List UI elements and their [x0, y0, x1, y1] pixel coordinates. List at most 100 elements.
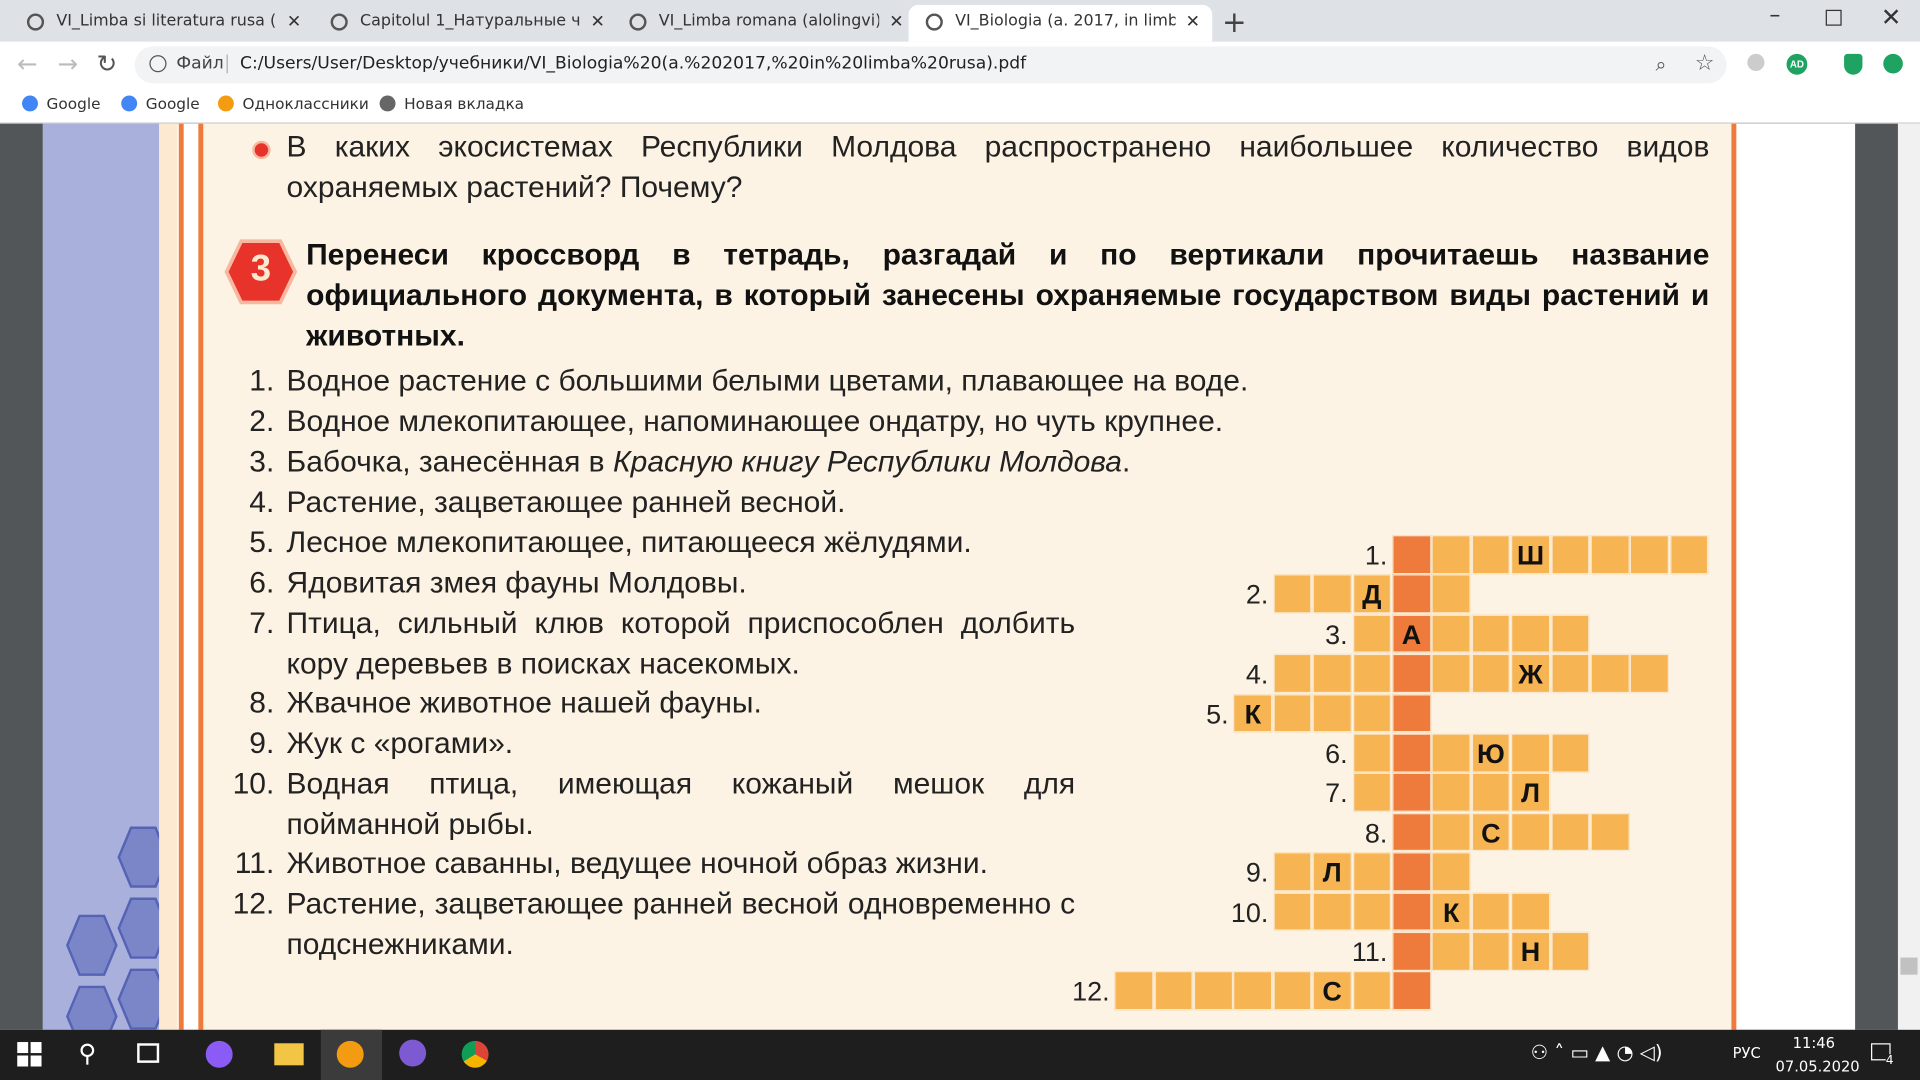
clue-text: Растение, зацветающее ранней весной. — [287, 484, 1707, 524]
address-bar[interactable] — [134, 46, 1727, 84]
bookmark[interactable]: Одноклассники — [242, 94, 369, 113]
clue-number: 6. — [249, 566, 275, 601]
crossword-cell: К — [1431, 892, 1471, 931]
close-window[interactable]: ✕ — [1880, 2, 1902, 32]
tab-icon — [26, 13, 45, 31]
task-view[interactable] — [137, 1043, 160, 1063]
crossword-cell — [1669, 535, 1709, 574]
crossword-cell — [1352, 654, 1392, 693]
task-text: Перенеси кроссворд в тетрадь, разгадай и… — [306, 238, 1710, 353]
clue: 7. Птица, сильный клюв которой приспособл… — [249, 605, 1076, 685]
scrollbar[interactable] — [1897, 123, 1920, 1030]
crossword-cell — [1312, 693, 1352, 733]
extension-icon[interactable] — [1747, 53, 1765, 72]
clue-number: 4. — [249, 486, 275, 520]
tab[interactable]: VI_Limba romana (alolingvi).pdf ✕ — [612, 5, 916, 42]
back[interactable]: ← — [17, 48, 38, 79]
crossword-cell — [1590, 812, 1630, 852]
app-viber[interactable] — [399, 1039, 427, 1067]
crossword-cell — [1392, 693, 1431, 733]
clock-date[interactable]: 07.05.2020 — [1775, 1057, 1860, 1076]
tab[interactable]: Capitolul 1_Натуральные числа_ ✕ — [313, 5, 617, 42]
shield-icon[interactable] — [1844, 53, 1863, 75]
crossword-cell — [1392, 773, 1431, 812]
row-label: 1. — [1364, 540, 1388, 571]
crossword-cell — [1114, 971, 1154, 1011]
clue-number: 5. — [249, 526, 275, 560]
bookmark[interactable]: Новая вкладка — [404, 94, 525, 113]
notifications-icon[interactable] — [1871, 1043, 1891, 1061]
tray-icons[interactable]: ⚇ ˄ ▭ ▲ ◔ ◁) — [1530, 1040, 1663, 1065]
bookmark[interactable]: Google — [145, 94, 200, 113]
bookmark-icon — [121, 95, 138, 112]
crossword-cell: С — [1471, 812, 1511, 852]
crossword-cell — [1431, 931, 1471, 971]
tab-title: VI_Biologia (a. 2017, in limba rusa — [955, 12, 1175, 31]
bookmark-icon — [22, 95, 38, 112]
tab-close[interactable]: ✕ — [590, 12, 605, 32]
crossword-cell — [1273, 574, 1312, 614]
update-icon[interactable] — [1883, 53, 1903, 74]
taskbar — [0, 1029, 1920, 1080]
app-explorer[interactable] — [274, 1043, 304, 1066]
crossword-cell — [1511, 812, 1550, 852]
crossword-cell: Ж — [1511, 654, 1550, 693]
tab[interactable]: VI_Biologia (a. 2017, in limba rusa ✕ — [908, 4, 1213, 42]
crossword-cell — [1392, 931, 1431, 971]
crossword-cell — [1352, 614, 1392, 654]
row-label: 7. — [1325, 778, 1348, 809]
row-label: 10. — [1230, 897, 1269, 928]
app-chrome[interactable] — [461, 1040, 489, 1068]
tab-close[interactable]: ✕ — [1185, 12, 1201, 32]
clue: 9. Жук с «рогами». — [249, 725, 1076, 765]
crossword-cell — [1550, 654, 1590, 693]
reload[interactable]: ↻ — [96, 48, 118, 79]
tab-title: VI_Limba si literatura rusa (a. 201 — [56, 12, 277, 31]
crossword-cell — [1511, 614, 1550, 654]
url: C:/Users/User/Desktop/учебники/VI_Biolog… — [240, 53, 1027, 74]
new-tab-button[interactable]: + — [1222, 4, 1247, 40]
page-border — [178, 123, 184, 1030]
clue-text: Водная птица, имеющая кожаный мешок для … — [287, 765, 1076, 845]
crossword-cell: Н — [1511, 931, 1550, 971]
app-browser[interactable] — [336, 1040, 364, 1068]
forward[interactable]: → — [57, 48, 79, 79]
maximize[interactable] — [1825, 9, 1842, 26]
language[interactable]: РУС — [1732, 1044, 1761, 1062]
crossword-cell — [1193, 971, 1233, 1011]
clue-number: 2. — [249, 405, 275, 439]
app-alice[interactable] — [205, 1040, 233, 1068]
clue-text: Лесное млекопитающее, питающееся жёлудям… — [287, 524, 1076, 564]
tab-close[interactable]: ✕ — [889, 12, 904, 32]
clue-tail: . — [1121, 445, 1131, 479]
crossword-cell — [1471, 892, 1511, 931]
crossword-cell — [1431, 852, 1471, 892]
clue-text: Водное млекопитающее, напоминающее ондат… — [286, 405, 1224, 439]
crossword-cell — [1590, 654, 1630, 693]
crossword-cell — [1392, 852, 1431, 892]
clue-number: 11. — [234, 847, 275, 881]
clue-text: Птица, сильный клюв которой приспособлен… — [287, 605, 1076, 685]
crossword-cell — [1273, 892, 1312, 931]
bookmark[interactable]: Google — [46, 94, 101, 113]
clue: 10. Водная птица, имеющая кожаный мешок д… — [233, 765, 1076, 845]
clock-time[interactable]: 11:46 — [1792, 1034, 1836, 1052]
zoom-icon[interactable]: ⌕ — [1655, 52, 1667, 76]
crossword-cell — [1392, 812, 1431, 852]
tab[interactable]: VI_Limba si literatura rusa (a. 201 ✕ — [10, 5, 314, 42]
crossword-cell — [1630, 654, 1669, 693]
minimize[interactable]: – — [1769, 2, 1781, 29]
start-button[interactable] — [17, 1042, 42, 1067]
extension-badge[interactable]: AD — [1786, 53, 1808, 75]
tab-close[interactable]: ✕ — [286, 12, 302, 32]
bookmark-star[interactable]: ☆ — [1694, 50, 1715, 76]
info-icon[interactable] — [149, 55, 167, 73]
clue-text: Животное саванны, ведущее ночной образ ж… — [287, 845, 1076, 885]
row-label: 9. — [1245, 857, 1269, 888]
search-button[interactable]: ⚲ — [78, 1038, 97, 1068]
scroll-thumb[interactable] — [1900, 957, 1918, 975]
question: В каких экосистемах Республики Молдова р… — [286, 131, 1710, 205]
clue-text: Растение, зацветающее ранней весной одно… — [286, 887, 1076, 961]
clue-text: Водное растение с большими белыми цветам… — [287, 362, 1707, 402]
